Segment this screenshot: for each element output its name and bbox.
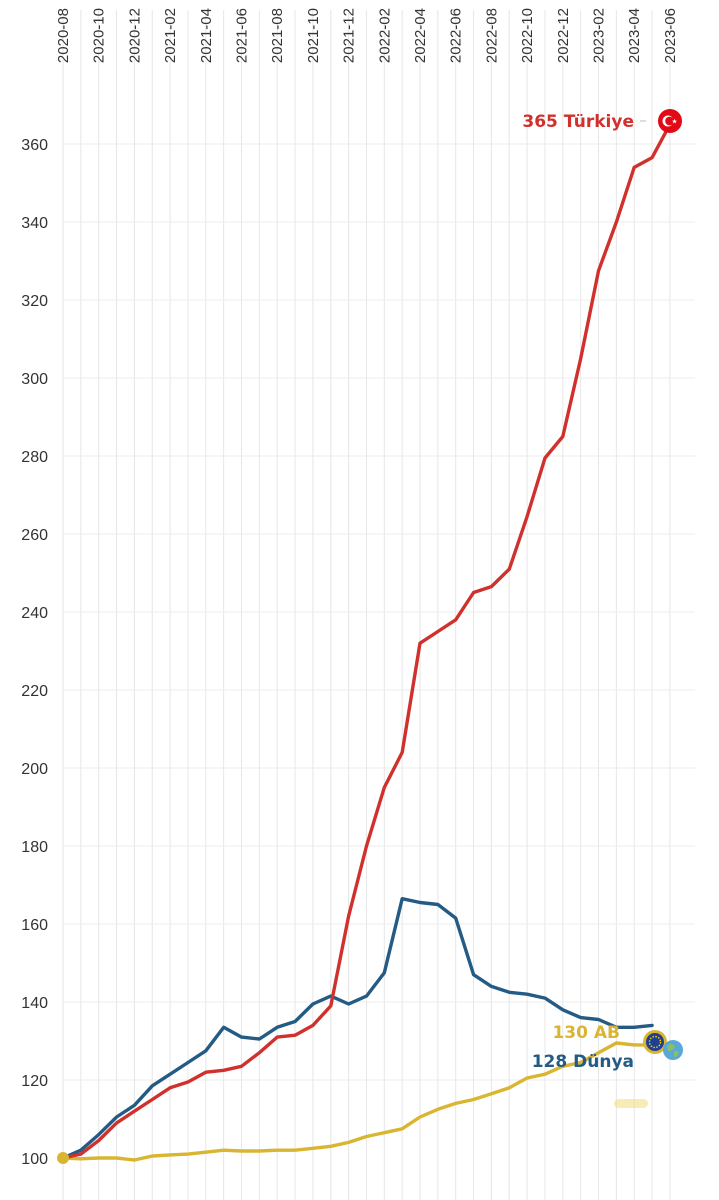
y-tick-label: 260 [21, 527, 48, 544]
x-tick-label: 2021-08 [269, 8, 286, 63]
x-tick-label: 2023-04 [626, 8, 643, 63]
series-line-dnya [61, 897, 654, 1160]
y-tick-label: 280 [21, 449, 48, 466]
x-tick-label: 2022-12 [555, 8, 572, 63]
x-tick-label: 2020-12 [126, 8, 143, 63]
turkiye-end-label: 365 Türkiye [522, 112, 634, 132]
series-start-point [57, 1152, 69, 1164]
y-tick-label: 140 [21, 995, 48, 1012]
end-markers [614, 109, 683, 1108]
x-tick-label: 2022-06 [448, 8, 465, 63]
dunya-end-label: 128 Dünya [532, 1052, 634, 1072]
y-tick-label: 200 [21, 761, 48, 778]
x-tick-label: 2021-04 [198, 8, 215, 63]
series-line-ab [61, 1041, 654, 1162]
x-tick-label: 2021-06 [234, 8, 251, 63]
x-tick-label: 2022-04 [412, 8, 429, 63]
eu-flag-icon [643, 1030, 667, 1054]
y-tick-label: 360 [21, 137, 48, 154]
x-tick-label: 2020-08 [55, 8, 72, 63]
highlight-smudge [614, 1099, 648, 1108]
turkey-flag-icon [658, 109, 682, 133]
x-tick-label: 2022-08 [483, 8, 500, 63]
gridlines [62, 10, 695, 1200]
y-tick-label: 100 [21, 1151, 48, 1168]
y-tick-label: 320 [21, 293, 48, 310]
y-tick-label: 180 [21, 839, 48, 856]
ab-end-label: 130 AB [552, 1023, 620, 1043]
y-tick-label: 300 [21, 371, 48, 388]
x-axis-ticks: 2020-08 2020-10 2020-12 2021-02 2021-04 2021-… [55, 8, 679, 63]
series-line-trkiye [61, 122, 672, 1160]
y-axis-ticks: 100 120 140 160 180 200 220 240 260 280 300 320 340 3… [21, 137, 48, 1168]
x-tick-label: 2020-10 [91, 8, 108, 63]
x-tick-label: 2021-02 [162, 8, 179, 63]
x-tick-label: 2021-10 [305, 8, 322, 63]
y-tick-label: 340 [21, 215, 48, 232]
x-tick-label: 2022-10 [519, 8, 536, 63]
x-tick-label: 2022-02 [376, 8, 393, 63]
x-tick-label: 2023-06 [662, 8, 679, 63]
globe-icon [663, 1040, 683, 1060]
y-tick-label: 220 [21, 683, 48, 700]
x-tick-label: 2023-02 [591, 8, 608, 63]
y-tick-label: 160 [21, 917, 48, 934]
series-end-labels: 365 Türkiye 130 AB 128 Dünya [522, 112, 646, 1072]
x-tick-label: 2021-12 [341, 8, 358, 63]
series-lines [57, 122, 672, 1164]
y-tick-label: 120 [21, 1073, 48, 1090]
y-tick-label: 240 [21, 605, 48, 622]
